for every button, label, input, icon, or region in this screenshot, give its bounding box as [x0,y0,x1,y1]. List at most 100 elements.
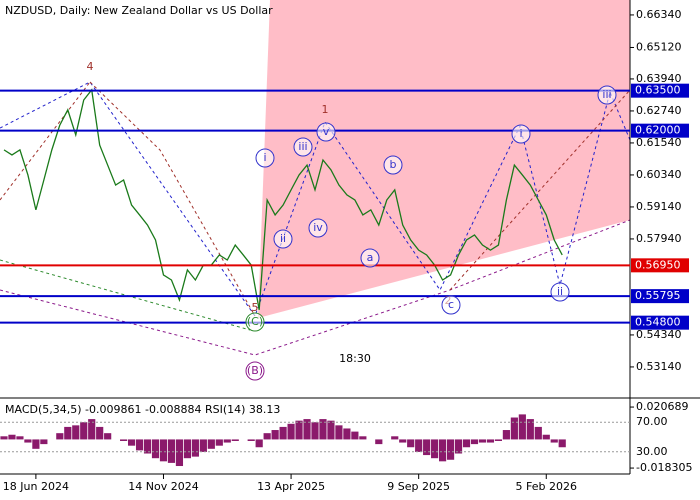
wave-label: (C) [247,315,263,328]
y-tick-label: 0.53140 [636,360,682,373]
rsi-tick-label: 70.00 [636,415,668,428]
wave-label: 18:30 [339,352,371,365]
y-tick-label: 0.57940 [636,232,682,245]
macd-bar [470,439,479,445]
rsi-tick-label: 30.00 [636,445,668,458]
macd-bar [88,419,96,440]
macd-bar [502,430,510,440]
macd-bar [558,439,566,448]
wave-circle [245,312,265,332]
wave-path [0,259,251,331]
target-zone [258,0,630,318]
level-label-box [631,123,689,138]
macd-bar [8,434,16,440]
macd-tick-label: -0.018305 [636,461,692,474]
wave-label: v [323,125,330,138]
macd-bar [550,439,558,443]
macd-bar [143,439,152,454]
wave-path [449,89,631,291]
macd-bar [319,419,327,440]
wave-label: iii [298,140,307,153]
x-tick-label: 13 Apr 2025 [257,480,325,493]
macd-bar [151,439,160,459]
macd-bar [64,426,72,440]
macd-bar [478,439,487,443]
macd-bar [0,436,8,440]
macd-bar [486,439,495,443]
y-tick-label: 0.65120 [636,40,682,53]
indicator-title: MACD(5,34,5) -0.009861 -0.008884 RSI(14)… [5,403,280,416]
y-tick-label: 0.63940 [636,72,682,85]
wave-label: iv [313,221,323,234]
macd-bar [72,425,80,440]
y-tick-label: 0.54340 [636,328,682,341]
macd-bar [542,434,550,440]
y-tick-label: 0.61540 [636,136,682,149]
y-tick-label: 0.59140 [636,200,682,213]
level-label: 0.55795 [635,289,681,302]
price-line [3,88,563,310]
macd-bar [287,423,295,440]
macd-bar [40,439,48,445]
macd-bar [215,439,223,446]
wave-label: (B) [247,364,263,377]
wave-label: b [390,158,397,171]
wave-circle [293,137,313,157]
macd-bar [263,433,271,440]
macd-bar [255,439,263,448]
macd-bar [462,439,471,448]
level-label-box [631,258,689,273]
macd-bar [454,439,463,454]
macd-bar [510,417,518,440]
macd-bar [439,439,447,462]
macd-bar [399,439,407,443]
macd-bar [311,422,319,440]
macd-bar [271,430,279,440]
macd-bar [183,439,191,459]
wave-label: 1 [322,103,329,116]
macd-bar [231,439,239,441]
level-label-box [631,289,689,304]
macd-bar [56,433,64,440]
macd-bar [415,439,423,452]
x-tick-label: 14 Nov 2024 [128,480,198,493]
macd-bar [16,436,24,440]
wave-label: ii [557,285,563,298]
macd-bar [303,419,311,440]
wave-path [89,81,256,317]
macd-bar [335,425,343,440]
x-tick-label: 5 Feb 2026 [516,480,577,493]
macd-bar [135,439,144,451]
wave-circle [255,148,275,168]
macd-bar [24,439,32,443]
macd-bar [159,439,168,462]
macd-bar [247,439,255,441]
macd-bar [279,426,287,440]
macd-bar [199,439,207,452]
macd-bar [423,439,431,456]
wave-path [0,81,91,201]
level-label: 0.63500 [635,84,681,97]
macd-tick-label: 0.020689 [636,400,689,413]
wave-label: c [448,298,454,311]
macd-bar [518,414,526,440]
wave-label: a [367,251,374,264]
macd-bar [526,419,534,440]
x-tick-label: 9 Sep 2025 [387,480,450,493]
macd-bar [96,426,104,440]
macd-bar [327,420,335,440]
macd-bar [207,439,215,449]
macd-bar [191,439,199,457]
wave-label: 5 [252,301,259,314]
wave-circle [316,122,336,142]
level-label: 0.62000 [635,124,681,137]
wave-circle [383,155,403,175]
macd-bar [359,436,367,440]
macd-bar [343,428,351,440]
macd-bar [127,439,136,446]
wave-circle [273,229,293,249]
wave-label: i [263,151,266,164]
y-tick-label: 0.66340 [636,8,682,21]
wave-circle [550,282,570,302]
